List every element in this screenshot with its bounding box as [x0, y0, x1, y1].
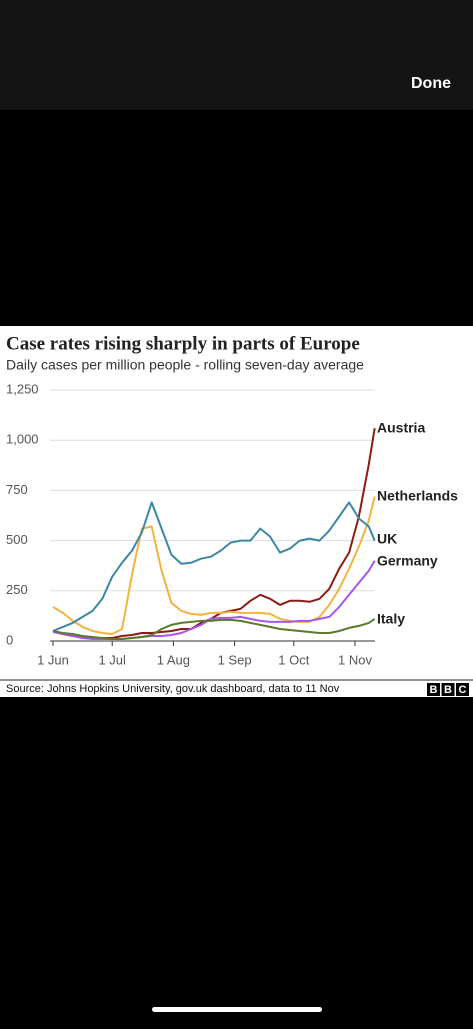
x-tick-label: 1 Jul	[98, 652, 126, 667]
x-tick-label: 1 Sep	[218, 652, 252, 667]
done-button[interactable]: Done	[411, 75, 451, 92]
chart-subtitle: Daily cases per million people - rolling…	[6, 357, 364, 373]
y-tick-label: 0	[6, 632, 13, 647]
x-tick-label: 1 Jun	[37, 652, 69, 667]
series-label: Germany	[377, 553, 438, 569]
y-tick-label: 500	[6, 532, 28, 547]
y-tick-label: 250	[6, 582, 28, 597]
series-line	[52, 501, 376, 632]
series-line	[52, 618, 376, 640]
series-line	[52, 496, 376, 635]
source: Source: Johns Hopkins University, gov.uk…	[6, 683, 340, 695]
logo-letter: B	[444, 684, 452, 696]
y-tick-label: 1,000	[6, 432, 39, 447]
series-label: Italy	[377, 611, 405, 627]
logo-letter: C	[459, 684, 467, 696]
logo-block	[456, 683, 469, 696]
logo-block	[427, 683, 440, 696]
series-label: UK	[377, 531, 397, 547]
logo-letter: B	[430, 684, 438, 696]
home-indicator	[152, 1007, 322, 1012]
x-tick-label: 1 Aug	[157, 652, 190, 667]
logo-block	[441, 683, 455, 696]
top-bar	[0, 0, 473, 110]
series-label: Netherlands	[377, 488, 458, 504]
y-tick-label: 750	[6, 482, 28, 497]
x-tick-label: 1 Oct	[278, 652, 309, 667]
y-tick-label: 1,250	[6, 381, 39, 396]
chart-title: Case rates rising sharply in parts of Eu…	[6, 333, 360, 354]
series-label: Austria	[377, 420, 425, 436]
x-tick-label: 1 Nov	[338, 652, 372, 667]
